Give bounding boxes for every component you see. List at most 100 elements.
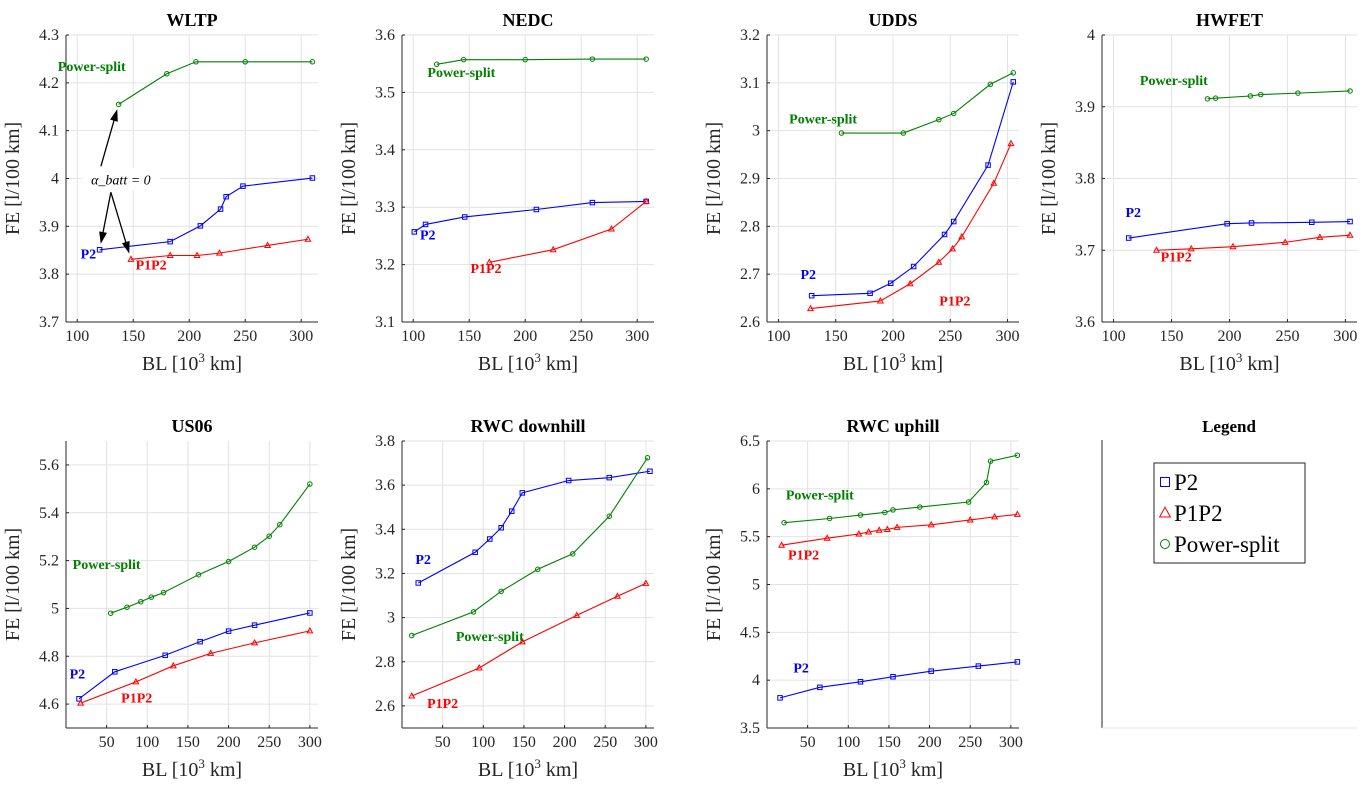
chart-panels: 100 150 200 250 300 3.7 3.8 3.9 4 4.1 4.2 4.3 WLTP BL… — [2, 10, 1357, 781]
x-tick-label: 250 — [569, 328, 593, 345]
data-point-p1p2 — [990, 179, 998, 186]
series-label: P2 — [70, 668, 86, 683]
y-tick-label: 3.6 — [375, 477, 395, 494]
annotation-arrowhead — [110, 109, 118, 122]
data-point-p2 — [1248, 220, 1255, 226]
y-tick-label: 3.5 — [740, 720, 760, 737]
data-point-p2 — [309, 175, 316, 181]
x-tick-label: 300 — [289, 328, 313, 345]
data-point-power-split — [124, 604, 130, 610]
data-point-p2 — [197, 638, 203, 645]
data-point-p2 — [985, 162, 991, 168]
data-point-power-split — [1258, 91, 1264, 98]
series-line-power-split — [110, 483, 311, 614]
data-point-power-split — [857, 512, 864, 518]
data-point-power-split — [643, 56, 649, 62]
data-point-p1p2 — [855, 530, 863, 537]
data-point-p1p2 — [1346, 231, 1354, 238]
data-point-p1p2 — [613, 592, 621, 599]
series-line-p2 — [1128, 221, 1351, 239]
x-tick-label: 300 — [625, 328, 649, 345]
y-tick-label: 2.6 — [740, 314, 760, 331]
chart-title: WLTP — [166, 10, 217, 30]
data-point-power-split — [107, 610, 114, 616]
series-p2 — [76, 610, 313, 702]
data-point-p2 — [519, 490, 526, 496]
data-point-p1p2 — [875, 526, 883, 533]
y-axis-label: FE [l/100 km] — [703, 122, 725, 235]
data-point-power-split — [164, 70, 170, 77]
data-point-p2 — [422, 221, 429, 228]
series-p1p2 — [408, 579, 650, 699]
data-point-p2 — [606, 474, 613, 481]
x-tick-label: 300 — [999, 734, 1023, 751]
x-tick-label: 150 — [457, 328, 481, 345]
series-line-p2 — [779, 661, 1018, 699]
data-point-p1p2 — [306, 626, 314, 634]
data-point-power-split — [569, 551, 576, 557]
data-point-p1p2 — [251, 638, 259, 646]
series-line-power-split — [784, 454, 1018, 524]
data-point-power-split — [826, 515, 833, 522]
series-p2 — [777, 659, 1021, 701]
data-point-p2 — [975, 663, 982, 669]
data-point-power-split — [987, 458, 994, 464]
series-line-p1p2 — [1156, 234, 1351, 251]
x-tick-label: 250 — [958, 734, 982, 751]
series-label: P1P2 — [121, 691, 152, 706]
data-point-p1p2 — [166, 251, 174, 259]
series-line-p1p2 — [411, 582, 647, 697]
y-tick-label: 3.3 — [375, 199, 395, 216]
legend-entry-power-split: Power-split — [1160, 532, 1280, 557]
data-point-p2 — [1224, 220, 1230, 227]
y-tick-label: 4 — [51, 171, 59, 188]
series-power-split — [1204, 88, 1353, 102]
legend-label: P1P2 — [1174, 501, 1223, 526]
x-tick-label: 300 — [634, 734, 658, 751]
y-tick-label: 4.1 — [39, 123, 59, 140]
data-point-power-split — [781, 519, 787, 526]
data-point-p1p2 — [935, 258, 943, 265]
data-point-p2 — [197, 223, 204, 229]
y-tick-label: 2.8 — [740, 218, 760, 235]
y-tick-label: 3.9 — [1075, 99, 1095, 116]
data-point-p2 — [411, 229, 418, 235]
data-point-power-split — [1010, 70, 1017, 76]
data-point-p2 — [498, 525, 504, 531]
y-tick-label: 3.6 — [1075, 314, 1095, 331]
series-label: P1P2 — [939, 294, 970, 309]
data-point-power-split — [251, 544, 258, 550]
data-point-p1p2 — [475, 663, 483, 671]
data-point-power-split — [522, 56, 528, 63]
series-p2 — [808, 79, 1017, 299]
chart-wltp: 100 150 200 250 300 3.7 3.8 3.9 4 4.1 4.2 4.3 WLTP BL… — [2, 10, 318, 375]
y-tick-label: 3.1 — [740, 75, 760, 92]
series-line-p1p2 — [489, 201, 647, 263]
data-point-p2 — [950, 218, 957, 225]
data-point-p2 — [565, 477, 572, 484]
series-line-power-split — [436, 58, 647, 65]
y-tick-label: 3 — [752, 123, 760, 140]
series-line-p1p2 — [80, 630, 310, 704]
y-tick-label: 4.2 — [39, 75, 59, 92]
data-point-p1p2 — [1229, 242, 1237, 250]
series-line-p2 — [99, 177, 313, 251]
data-point-p2 — [857, 679, 864, 685]
y-tick-label: 6.5 — [740, 433, 760, 450]
data-point-p2 — [890, 673, 896, 680]
chart-rwc-uphill: 50 100 150 200 250 300 3.5 4 4.5 5 5.5 6 6.5 RWC uphi… — [703, 416, 1023, 781]
data-point-power-split — [1295, 90, 1301, 96]
data-point-p1p2 — [1316, 233, 1324, 240]
series-label: P1P2 — [470, 262, 501, 277]
data-point-p2 — [223, 193, 229, 200]
data-point-power-split — [309, 59, 316, 65]
y-tick-label: 3 — [387, 610, 395, 627]
y-tick-label: 3.8 — [375, 433, 395, 450]
series-label: Power-split — [73, 558, 141, 573]
annotation-arrow-line — [110, 192, 130, 251]
y-tick-label: 2.6 — [375, 698, 395, 715]
x-tick-label: 250 — [593, 734, 617, 751]
x-tick-label: 150 — [121, 328, 145, 345]
data-point-power-split — [936, 116, 942, 123]
